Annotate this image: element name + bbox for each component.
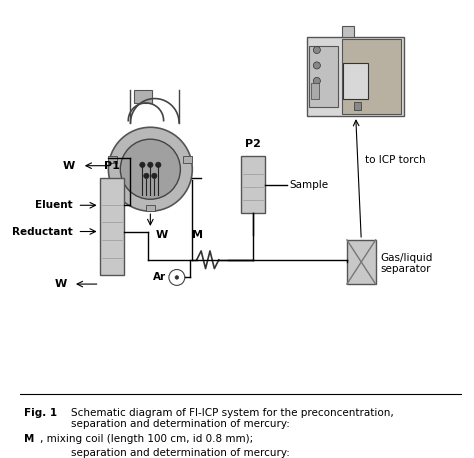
Text: W: W bbox=[54, 279, 66, 289]
Bar bbox=[354, 102, 362, 109]
Circle shape bbox=[313, 46, 320, 54]
Text: , mixing coil (length 100 cm, id 0.8 mm);: , mixing coil (length 100 cm, id 0.8 mm)… bbox=[40, 434, 256, 444]
Circle shape bbox=[152, 173, 157, 179]
Text: Fig. 1: Fig. 1 bbox=[25, 408, 57, 418]
Text: M: M bbox=[25, 434, 35, 444]
Bar bbox=[100, 178, 124, 275]
Bar bbox=[134, 90, 152, 103]
Circle shape bbox=[313, 77, 320, 84]
Circle shape bbox=[109, 127, 192, 211]
Text: Sample: Sample bbox=[290, 180, 328, 190]
Circle shape bbox=[144, 173, 149, 179]
Circle shape bbox=[120, 139, 181, 199]
Bar bbox=[109, 156, 117, 163]
Circle shape bbox=[140, 162, 145, 168]
Text: Gas/liquid: Gas/liquid bbox=[380, 252, 432, 262]
Bar bbox=[310, 45, 338, 107]
Circle shape bbox=[169, 269, 185, 285]
Bar bbox=[342, 39, 401, 114]
FancyBboxPatch shape bbox=[307, 37, 404, 116]
Text: to ICP torch: to ICP torch bbox=[365, 155, 425, 165]
Text: P2: P2 bbox=[245, 139, 261, 149]
Text: separator: separator bbox=[380, 264, 430, 273]
Circle shape bbox=[175, 276, 179, 279]
Bar bbox=[310, 83, 319, 98]
Text: Ar: Ar bbox=[153, 273, 166, 283]
Bar bbox=[343, 26, 354, 37]
Circle shape bbox=[148, 162, 153, 168]
Text: separation and determination of mercury:: separation and determination of mercury: bbox=[71, 447, 293, 458]
Text: M: M bbox=[192, 230, 203, 240]
Text: Eluent: Eluent bbox=[36, 200, 73, 210]
Bar bbox=[347, 240, 375, 284]
Text: Reductant: Reductant bbox=[12, 227, 73, 236]
Bar bbox=[183, 156, 192, 163]
Text: W: W bbox=[63, 161, 75, 171]
Text: W: W bbox=[155, 230, 168, 240]
Circle shape bbox=[313, 62, 320, 69]
Text: Schematic diagram of FI-ICP system for the preconcentration,
separation and dete: Schematic diagram of FI-ICP system for t… bbox=[71, 408, 393, 429]
Text: P1: P1 bbox=[104, 161, 119, 171]
Bar bbox=[241, 156, 265, 213]
Bar bbox=[343, 63, 368, 98]
Circle shape bbox=[155, 162, 161, 168]
Bar bbox=[146, 205, 155, 211]
